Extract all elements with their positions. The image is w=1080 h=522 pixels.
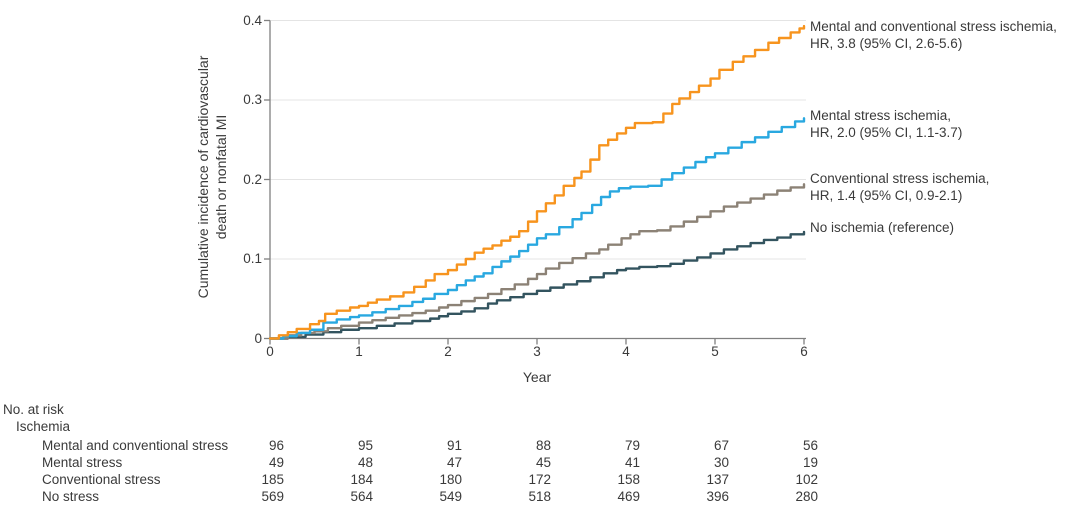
risk-cell: 41	[624, 455, 640, 470]
risk-cell: 396	[706, 489, 729, 504]
risk-cell: 30	[713, 455, 729, 470]
risk-cell: 564	[350, 489, 373, 504]
legend-hr: HR, 2.0 (95% CI, 1.1-3.7)	[810, 125, 963, 140]
legend-entry-conventional: Conventional stress ischemia, HR, 1.4 (9…	[810, 170, 989, 204]
y-axis-title-line1: Cumulative incidence of cardiovascular	[195, 55, 211, 299]
legend-label: Mental and conventional stress ischemia,	[810, 19, 1057, 34]
x-tick-label: 0	[266, 344, 274, 359]
curve-conventional-stress-ischemia	[268, 183, 806, 340]
risk-cell: 180	[439, 472, 462, 487]
legend-hr: HR, 1.4 (95% CI, 0.9-2.1)	[810, 188, 963, 203]
risk-cell: 469	[617, 489, 640, 504]
risk-table-title: No. at risk	[3, 402, 64, 417]
risk-cell: 49	[268, 455, 284, 470]
risk-row-label: Conventional stress	[42, 472, 161, 487]
y-tick-label: 0.3	[243, 92, 262, 107]
y-tick-label: 0.1	[243, 251, 262, 266]
risk-cell: 102	[795, 472, 818, 487]
y-tick-label: 0	[254, 330, 262, 346]
y-tick-label: 0.2	[243, 171, 262, 187]
risk-cell: 79	[624, 438, 640, 453]
risk-cell: 280	[795, 489, 818, 504]
legend-entry-no-ischemia: No ischemia (reference)	[810, 219, 954, 236]
risk-cell: 88	[535, 438, 551, 453]
risk-cell: 19	[802, 455, 818, 470]
x-axis-title: Year	[522, 369, 552, 385]
curve-no-ischemia-reference-	[268, 230, 806, 340]
risk-row-label: Mental stress	[42, 455, 123, 470]
risk-cell: 184	[350, 472, 373, 487]
legend-hr: HR, 3.8 (95% CI, 2.6-5.6)	[810, 36, 963, 51]
y-tick-label: 0.4	[243, 12, 262, 28]
legend-label: No ischemia (reference)	[810, 220, 955, 235]
risk-cell: 48	[357, 455, 373, 470]
risk-cell: 56	[802, 438, 818, 453]
x-tick-label: 2	[444, 344, 452, 359]
x-tick-label: 5	[711, 344, 719, 359]
risk-row-label: No stress	[42, 489, 100, 504]
risk-cell: 549	[439, 489, 462, 504]
risk-cell: 569	[261, 489, 284, 504]
risk-row-label: Mental and conventional stress	[42, 438, 229, 453]
x-tick-label: 6	[800, 344, 808, 359]
legend-label: Conventional stress ischemia,	[810, 171, 990, 186]
risk-cell: 518	[528, 489, 551, 504]
risk-cell: 45	[535, 455, 551, 470]
risk-cell: 137	[706, 472, 729, 487]
risk-cell: 185	[261, 472, 284, 487]
x-tick-label: 3	[533, 344, 541, 359]
risk-cell: 96	[268, 438, 284, 453]
x-tick-label: 4	[622, 344, 630, 359]
curve-mental-stress-ischemia	[268, 117, 806, 340]
x-tick-label: 1	[355, 344, 363, 359]
risk-table-subtitle: Ischemia	[16, 419, 71, 434]
curve-mental-and-conventional-stress-ischemia	[268, 24, 806, 340]
risk-cell: 172	[528, 472, 551, 487]
legend-entry-mental: Mental stress ischemia, HR, 2.0 (95% CI,…	[810, 107, 962, 141]
risk-cell: 47	[446, 455, 462, 470]
risk-cell: 158	[617, 472, 640, 487]
risk-cell: 67	[713, 438, 729, 453]
legend-label: Mental stress ischemia,	[810, 108, 952, 123]
legend-entry-mental-and-conventional: Mental and conventional stress ischemia,…	[810, 18, 1057, 52]
risk-cell: 91	[446, 438, 462, 453]
risk-cell: 95	[357, 438, 373, 453]
